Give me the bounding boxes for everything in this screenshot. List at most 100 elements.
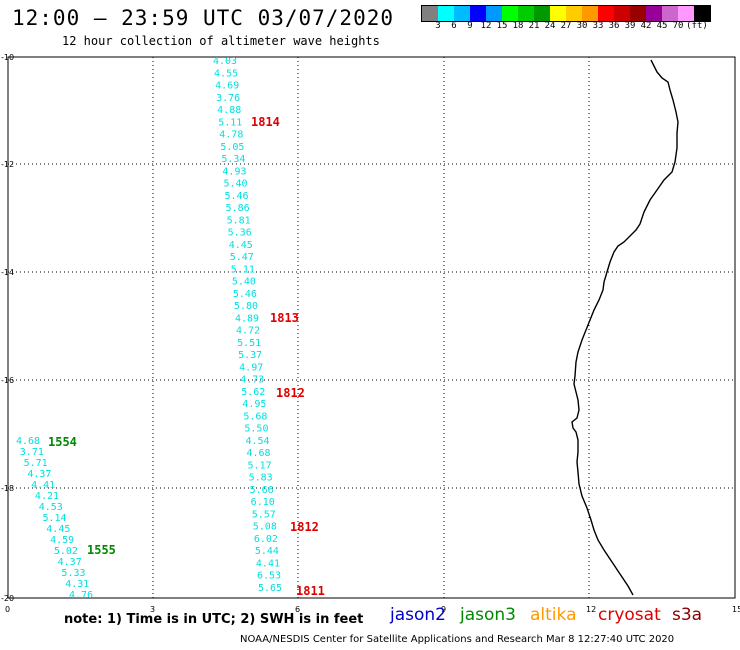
wave-height-value: 5.36 xyxy=(228,228,252,239)
wave-height-value: 5.51 xyxy=(237,338,261,349)
legend-tick-label: 70 xyxy=(672,21,684,31)
wave-height-value: 5.68 xyxy=(243,411,267,422)
wave-height-value: 4.68 xyxy=(246,448,270,459)
satellite-legend-item: s3a xyxy=(672,605,703,625)
legend-swatch xyxy=(550,6,566,21)
legend-tick-label: 12 xyxy=(480,21,492,31)
legend-swatch xyxy=(518,6,534,21)
legend-tick-label: 15 xyxy=(496,21,508,31)
legend-swatch xyxy=(614,6,630,21)
wave-height-value: 4.73 xyxy=(240,375,264,386)
legend-tick-label: 3 xyxy=(435,21,441,31)
wave-height-value: 6.02 xyxy=(254,534,278,545)
wave-height-value: 4.45 xyxy=(46,524,70,535)
wave-height-value: 6.10 xyxy=(251,497,275,508)
satellite-legend-item: cryosat xyxy=(598,605,661,625)
wave-height-value: 4.68 xyxy=(16,436,40,447)
wave-height-value: 5.33 xyxy=(61,568,85,579)
pass-time-label: 1812 xyxy=(276,386,305,400)
wave-height-value: 5.40 xyxy=(223,179,247,190)
wave-height-value: 5.57 xyxy=(252,509,276,520)
wave-height-value: 4.88 xyxy=(217,105,241,116)
pass-time-label: 1814 xyxy=(251,115,280,129)
legend-tick-label: 39 xyxy=(624,21,636,31)
footnote: note: 1) Time is in UTC; 2) SWH is in fe… xyxy=(64,612,364,627)
legend-tick-label: 24 xyxy=(544,21,556,31)
x-tick-label: 0 xyxy=(5,605,10,614)
wave-height-value: 4.59 xyxy=(50,535,74,546)
wave-height-value: 5.02 xyxy=(54,546,78,557)
legend-swatch xyxy=(470,6,486,21)
wave-height-value: 5.86 xyxy=(226,203,250,214)
wave-height-value: 5.47 xyxy=(230,252,254,263)
legend-tick-label: 36 xyxy=(608,21,620,31)
wave-height-value: 4.55 xyxy=(214,68,238,79)
legend-swatch xyxy=(630,6,646,21)
legend-swatch xyxy=(454,6,470,21)
altimeter-track-left: 4.683.715.714.374.414.214.535.144.454.59… xyxy=(16,436,93,601)
pass-time-label: 1813 xyxy=(270,311,299,325)
map-frame xyxy=(7,56,736,599)
wave-height-value: 5.46 xyxy=(233,289,257,300)
pass-time-label: 1811 xyxy=(296,584,325,598)
wave-height-value: 5.66 xyxy=(250,485,274,496)
wave-height-value: 5.81 xyxy=(227,215,251,226)
wave-height-value: 4.54 xyxy=(245,436,269,447)
coastline xyxy=(571,59,679,596)
wave-height-value: 4.37 xyxy=(58,557,82,568)
legend-swatch xyxy=(486,6,502,21)
satellite-legend-item: jason2 xyxy=(390,605,446,625)
x-tick-label: 3 xyxy=(150,605,155,614)
wave-height-value: 5.11 xyxy=(218,117,242,128)
wave-height-value: 4.41 xyxy=(31,480,55,491)
pass-time-label: 1555 xyxy=(87,543,116,557)
y-tick-label: -18 xyxy=(1,484,14,493)
wave-height-value: 4.95 xyxy=(242,399,266,410)
x-tick-label: 15 xyxy=(732,605,740,614)
wave-height-value: 4.97 xyxy=(239,362,263,373)
legend-swatch xyxy=(422,6,438,21)
wave-height-value: 4.31 xyxy=(65,579,89,590)
legend-tick-label: 33 xyxy=(592,21,604,31)
credit-line: NOAA/NESDIS Center for Satellite Applica… xyxy=(240,634,675,645)
chart-subtitle: 12 hour collection of altimeter wave hei… xyxy=(62,34,380,48)
wave-height-value: 5.11 xyxy=(231,264,255,275)
wave-height-value: 5.40 xyxy=(232,277,256,288)
legend-swatch xyxy=(534,6,550,21)
legend-tick-label: 27 xyxy=(560,21,572,31)
legend-swatch xyxy=(566,6,582,21)
wave-height-value: 4.78 xyxy=(219,130,243,141)
wave-height-value: 5.50 xyxy=(244,424,268,435)
y-tick-label: -12 xyxy=(1,160,14,169)
legend-tick-label: 18 xyxy=(512,21,524,31)
x-tick-label: 9 xyxy=(441,605,446,614)
color-scale-labels: 3 6 9 12 15 18 21 24 27 30 33 36 39 42 45 70 (ft) xyxy=(0,0,740,40)
color-scale-legend xyxy=(421,5,711,22)
wave-height-value: 4.03 xyxy=(213,56,237,67)
wave-height-value: 5.71 xyxy=(24,458,48,469)
x-tick-label: 12 xyxy=(586,605,596,614)
wave-height-value: 5.08 xyxy=(253,522,277,533)
chart-title: 12:00 — 23:59 UTC 03/07/2020 xyxy=(12,6,395,30)
wave-height-value: 5.05 xyxy=(220,142,244,153)
legend-swatch xyxy=(502,6,518,21)
y-tick-label: -16 xyxy=(1,376,14,385)
legend-tick-label: 6 xyxy=(451,21,457,31)
wave-height-value: 4.72 xyxy=(236,326,260,337)
satellite-legend-item: altika xyxy=(530,605,577,625)
legend-swatch xyxy=(678,6,694,21)
y-tick-label: -10 xyxy=(1,53,14,62)
legend-tick-label: 45 xyxy=(656,21,668,31)
legend-unit: (ft) xyxy=(686,21,708,31)
wave-height-value: 5.62 xyxy=(241,387,265,398)
wave-height-value: 5.44 xyxy=(255,546,279,557)
legend-swatch xyxy=(438,6,454,21)
wave-height-value: 5.37 xyxy=(238,350,262,361)
wave-height-value: 4.45 xyxy=(229,240,253,251)
legend-swatch xyxy=(598,6,614,21)
wave-height-value: 4.21 xyxy=(35,491,59,502)
legend-tick-label: 30 xyxy=(576,21,588,31)
wave-height-value: 6.53 xyxy=(257,571,281,582)
satellite-legend-item: jason3 xyxy=(460,605,516,625)
